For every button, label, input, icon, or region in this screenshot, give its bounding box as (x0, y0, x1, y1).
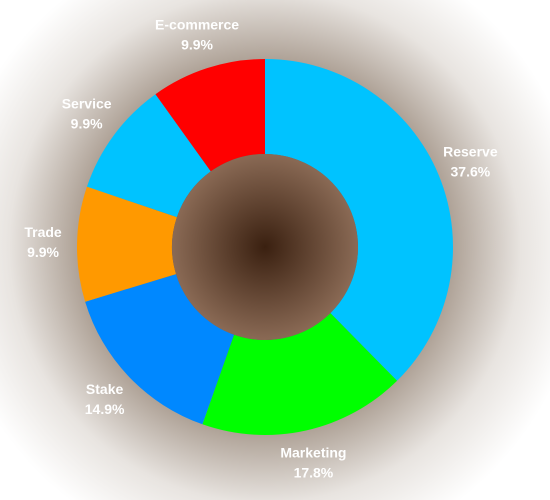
slice-label: Reserve (443, 143, 498, 159)
slice-value-label: 9.9% (71, 116, 103, 132)
slice-value-label: 9.9% (181, 36, 213, 52)
slice-label: Marketing (280, 444, 346, 460)
slice-label: Stake (86, 381, 124, 397)
slice-value-label: 14.9% (85, 401, 125, 417)
donut-slice (76, 186, 177, 302)
slice-label: Service (62, 96, 112, 112)
donut-slice (86, 94, 211, 218)
donut-slice (202, 313, 398, 435)
slice-label: E-commerce (155, 16, 239, 32)
donut-hole (172, 154, 358, 340)
slice-value-label: 37.6% (451, 163, 491, 179)
donut-slice (265, 59, 453, 381)
slice-value-label: 9.9% (27, 244, 59, 260)
slice-label: Trade (24, 224, 62, 240)
slice-value-label: 17.8% (294, 464, 334, 480)
donut-slice (85, 274, 235, 425)
donut-slice (155, 59, 265, 172)
